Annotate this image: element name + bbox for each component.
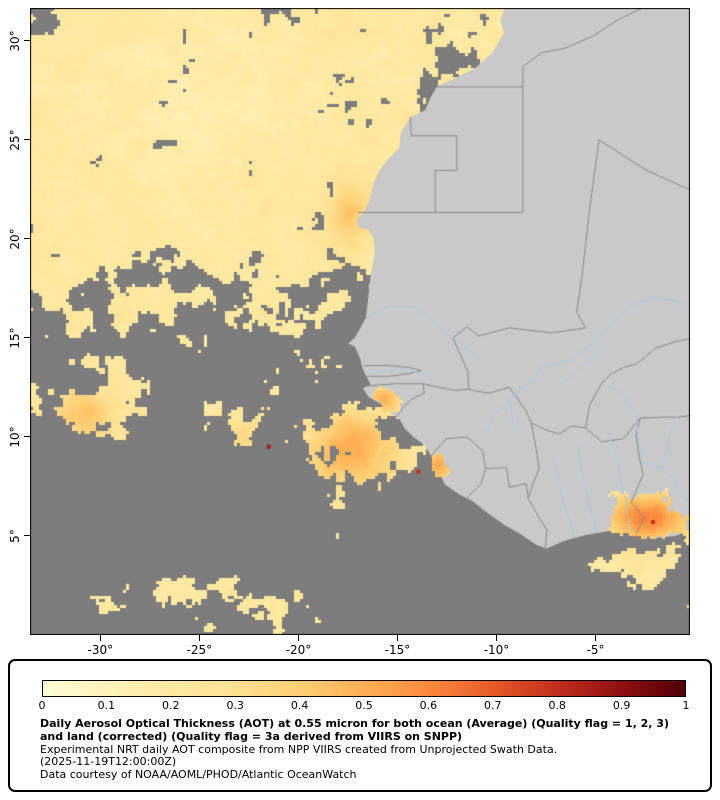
legend-caption-block: Daily Aerosol Optical Thickness (AOT) at… [40, 717, 692, 782]
x-axis-tick-label: -15° [384, 643, 411, 657]
colorbar-tick-label: 0.3 [226, 699, 244, 712]
y-axis-tick-label: 15° [8, 327, 22, 349]
x-axis-tick-label: -30° [87, 643, 114, 657]
x-axis-tick [99, 635, 101, 641]
y-axis-tick [24, 40, 30, 42]
legend-line-experimental: Experimental NRT daily AOT composite fro… [40, 742, 558, 756]
colorbar-tick-label: 0.8 [548, 699, 566, 712]
y-axis-tick-label: 20° [8, 228, 22, 250]
y-axis-tick-label: 25° [8, 129, 22, 151]
x-axis-tick-label: -20° [285, 643, 312, 657]
aot-colorbar-gradient [42, 680, 686, 697]
colorbar-tick-label: 0 [38, 699, 46, 712]
colorbar-tick-label: 1 [682, 699, 690, 712]
y-axis-tick [24, 139, 30, 141]
x-axis-tick [297, 635, 299, 641]
x-axis-tick [198, 635, 200, 641]
y-axis-tick-label: 30° [8, 30, 22, 52]
legend-line-timestamp: (2025-11-19T12:00:00Z) [40, 755, 177, 769]
colorbar-tick-label: 0.1 [97, 699, 116, 712]
y-axis-tick [24, 238, 30, 240]
colorbar-tick-label: 0.4 [290, 699, 309, 712]
legend-caption-bold: Daily Aerosol Optical Thickness (AOT) at… [40, 717, 669, 743]
y-axis-tick [24, 535, 30, 537]
aot-map-canvas [30, 8, 690, 635]
colorbar-tick-label: 0.2 [162, 699, 180, 712]
x-axis-tick-label: -25° [186, 643, 213, 657]
x-axis-tick-label: -10° [483, 643, 510, 657]
y-axis-tick-label: 10° [8, 426, 22, 448]
colorbar-tick-label: 0.6 [419, 699, 438, 712]
x-axis-tick-label: -5° [586, 643, 605, 657]
y-axis-tick-label: 5° [8, 529, 22, 543]
y-axis-tick [24, 436, 30, 438]
x-axis-tick [595, 635, 597, 641]
colorbar-tick-label: 0.9 [612, 699, 631, 712]
colorbar-tick-label: 0.7 [484, 699, 502, 712]
y-axis-tick [24, 337, 30, 339]
x-axis-tick [396, 635, 398, 641]
x-axis-tick [496, 635, 498, 641]
colorbar-tick-label: 0.5 [355, 699, 373, 712]
legend-line-credit: Data courtesy of NOAA/AOML/PHOD/Atlantic… [40, 768, 357, 782]
colorbar-legend-box: 0 0.1 0.2 0.3 0.4 0.5 0.6 0.7 0.8 0.9 1 Daily Aero… [8, 659, 712, 792]
